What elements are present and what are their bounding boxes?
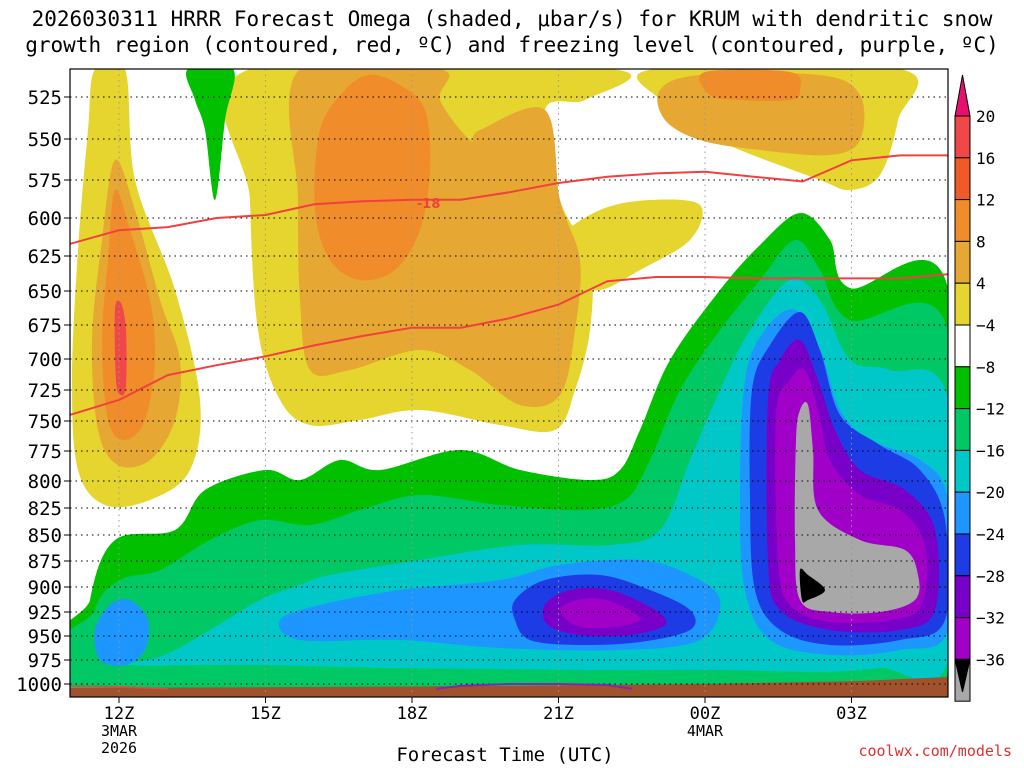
y-tick-label: 775 <box>28 441 62 463</box>
y-tick-label: 850 <box>28 525 62 547</box>
colorbar-label: 8 <box>976 232 986 251</box>
colorbar-swatch <box>954 449 971 493</box>
title-line-2: growth region (contoured, red, ºC) and f… <box>25 33 999 57</box>
omega-neg-strip-top <box>186 69 235 201</box>
y-tick-label: 900 <box>28 577 62 599</box>
y-tick-label: 600 <box>28 208 62 230</box>
y-tick-label: 1000 <box>16 674 62 696</box>
omega-pos-block-mid-12 <box>314 74 431 281</box>
terrain-strip <box>70 677 948 697</box>
colorbar: 20 16 12 8 4 −4 −8 −12 −16 −20 −24 −28 −32 −36 <box>954 74 1005 702</box>
colorbar-label: −36 <box>976 650 1005 669</box>
contour-label: -18 <box>417 197 441 212</box>
colorbar-label: 4 <box>976 274 986 293</box>
title-line-1: 2026030311 HRRR Forecast Omega (shaded, … <box>31 7 993 31</box>
omega-pos-bridge <box>558 199 703 291</box>
omega-shading <box>70 69 948 697</box>
x-axis-label: Forecast Time (UTC) <box>396 744 614 766</box>
omega-pos-core-16 <box>114 300 127 396</box>
y-tick-label: 800 <box>28 471 62 493</box>
colorbar-swatch <box>954 199 971 242</box>
y-tick-label: 950 <box>28 626 62 648</box>
colorbar-label: 16 <box>976 149 995 168</box>
omega-pos-block-right-12 <box>699 69 802 101</box>
colorbar-swatch <box>954 575 971 619</box>
y-tick-label: 650 <box>28 281 62 303</box>
colorbar-label: −12 <box>976 400 1005 419</box>
colorbar-swatch <box>954 366 971 410</box>
colorbar-label: 12 <box>976 191 995 210</box>
y-tick-label: 525 <box>28 87 62 109</box>
omega-neg-right-32 <box>794 402 920 614</box>
x-tick-label: 2026 <box>101 739 137 757</box>
y-tick-label: 700 <box>28 349 62 371</box>
colorbar-swatch <box>954 282 971 326</box>
y-axis: 525 550 575 600 625 650 675 700 725 750 775 800 825 8… <box>16 87 70 696</box>
y-tick-label: 875 <box>28 551 62 573</box>
colorbar-swatch <box>954 533 971 577</box>
colorbar-label: −28 <box>976 567 1005 586</box>
x-tick-label: 3MAR <box>101 722 138 740</box>
omega-neg-low-28 <box>559 597 641 629</box>
omega-neg-main-12 <box>127 278 948 682</box>
x-tick-label: 18Z <box>397 704 428 724</box>
colorbar-swatch <box>954 157 971 201</box>
dgz-top-contour <box>70 154 948 245</box>
colorbar-label: −16 <box>976 441 1005 460</box>
colorbar-swatch <box>954 491 971 535</box>
y-tick-label: 550 <box>28 129 62 151</box>
chart-title: 2026030311 HRRR Forecast Omega (shaded, … <box>0 6 1024 58</box>
y-tick-label: 925 <box>28 602 62 624</box>
x-tick-label: 12Z <box>104 704 135 724</box>
colorbar-swatch <box>954 617 971 660</box>
colorbar-label: −24 <box>976 525 1005 544</box>
y-tick-label: 675 <box>28 315 62 337</box>
y-tick-label: 750 <box>28 411 62 433</box>
colorbar-swatch <box>954 324 971 368</box>
y-tick-label: 825 <box>28 498 62 520</box>
y-tick-label: 725 <box>28 380 62 402</box>
colorbar-swatch <box>954 408 971 451</box>
contours: -18 <box>70 154 948 690</box>
surface-contour <box>70 685 168 690</box>
x-tick-label: 03Z <box>836 704 867 724</box>
y-tick-label: 575 <box>28 170 62 192</box>
colorbar-swatch <box>954 115 971 159</box>
freezing-level-contour <box>436 683 632 690</box>
colorbar-arrow-top <box>954 74 971 117</box>
x-tick-label: 00Z <box>690 704 721 724</box>
dgz-bottom-contour <box>70 273 948 416</box>
colorbar-label: −8 <box>976 358 995 377</box>
colorbar-label: −32 <box>976 609 1005 628</box>
omega-neg-right-36 <box>799 568 825 603</box>
colorbar-label: 20 <box>976 107 995 126</box>
watermark: coolwx.com/models <box>858 742 1012 760</box>
gridlines <box>70 69 948 697</box>
plot-frame <box>69 68 949 698</box>
x-tick-label: 4MAR <box>687 722 724 740</box>
colorbar-label: −20 <box>976 483 1005 502</box>
x-tick-label: 21Z <box>543 704 574 724</box>
omega-neg-left-16 <box>94 599 150 666</box>
omega-pos-plume-left-12 <box>102 189 156 440</box>
colorbar-arrow-bottom <box>954 658 971 693</box>
y-tick-label: 975 <box>28 650 62 672</box>
x-tick-label: 15Z <box>250 704 281 724</box>
colorbar-label: −4 <box>976 316 995 335</box>
colorbar-swatch <box>954 240 971 284</box>
y-tick-label: 625 <box>28 246 62 268</box>
